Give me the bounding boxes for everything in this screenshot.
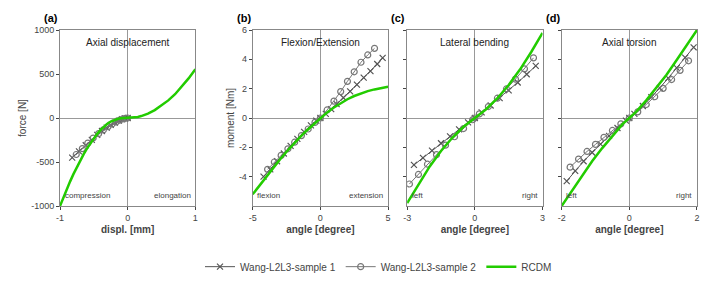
svg-text:left: left — [566, 191, 577, 200]
svg-text:4: 4 — [242, 54, 247, 64]
svg-text:Wang-L2L3-sample 1: Wang-L2L3-sample 1 — [240, 262, 336, 273]
svg-text:(a): (a) — [44, 12, 58, 24]
svg-text:3: 3 — [540, 213, 545, 223]
svg-text:-2: -2 — [558, 213, 566, 223]
svg-text:-4: -4 — [239, 172, 247, 182]
svg-text:-2: -2 — [239, 142, 247, 152]
svg-text:extension: extension — [349, 191, 383, 200]
svg-text:(b): (b) — [237, 12, 251, 24]
svg-text:moment [Nm]: moment [Nm] — [225, 88, 236, 148]
svg-text:right: right — [676, 191, 692, 200]
svg-text:Flexion/Extension: Flexion/Extension — [281, 37, 360, 48]
svg-text:angle [degree]: angle [degree] — [595, 224, 663, 235]
svg-text:-1: -1 — [56, 213, 64, 223]
svg-text:RCDM: RCDM — [521, 262, 551, 273]
svg-text:force [N]: force [N] — [17, 99, 28, 137]
svg-text:0: 0 — [318, 213, 323, 223]
svg-text:angle [degree]: angle [degree] — [286, 224, 354, 235]
svg-text:0: 0 — [627, 213, 632, 223]
svg-text:left: left — [412, 191, 423, 200]
svg-text:0: 0 — [49, 113, 54, 123]
svg-text:elongation: elongation — [154, 191, 191, 200]
svg-text:0: 0 — [472, 213, 477, 223]
svg-text:displ. [mm]: displ. [mm] — [101, 224, 154, 235]
svg-text:-5: -5 — [249, 213, 257, 223]
svg-text:compression: compression — [65, 191, 110, 200]
svg-text:5: 5 — [386, 213, 391, 223]
svg-text:(c): (c) — [391, 12, 405, 24]
svg-text:angle [degree]: angle [degree] — [441, 224, 509, 235]
svg-text:Axial torsion: Axial torsion — [602, 37, 656, 48]
svg-text:0: 0 — [242, 113, 247, 123]
svg-text:flexion: flexion — [257, 191, 280, 200]
svg-text:(d): (d) — [546, 12, 560, 24]
svg-text:2: 2 — [242, 84, 247, 94]
svg-text:1: 1 — [193, 213, 198, 223]
svg-text:-3: -3 — [403, 213, 411, 223]
svg-text:Wang-L2L3-sample 2: Wang-L2L3-sample 2 — [381, 262, 477, 273]
svg-text:-500: -500 — [36, 157, 54, 167]
svg-text:right: right — [522, 191, 538, 200]
svg-text:2: 2 — [694, 213, 699, 223]
svg-text:1000: 1000 — [34, 25, 54, 35]
svg-text:500: 500 — [39, 69, 54, 79]
svg-text:Axial displacement: Axial displacement — [86, 37, 170, 48]
svg-text:Lateral bending: Lateral bending — [440, 37, 509, 48]
svg-text:6: 6 — [242, 25, 247, 35]
svg-text:0: 0 — [125, 213, 130, 223]
svg-text:-1000: -1000 — [31, 201, 54, 211]
